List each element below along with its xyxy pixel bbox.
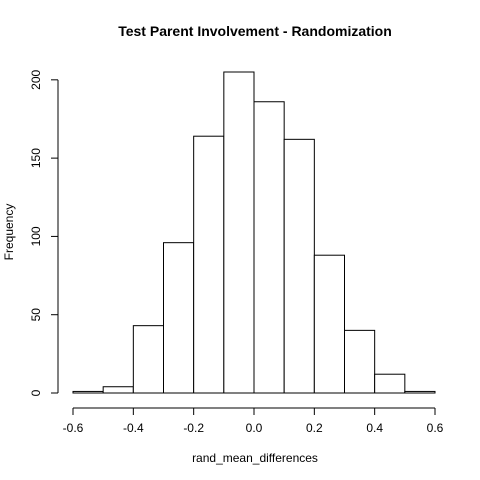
y-tick-label: 150	[29, 148, 43, 168]
histogram-bars	[72, 71, 436, 394]
histogram-bar	[283, 138, 315, 394]
x-tick-label: 0.0	[246, 421, 263, 435]
histogram-bar	[313, 254, 346, 394]
y-tick-label: 200	[29, 69, 43, 89]
histogram-bar	[223, 71, 255, 394]
histogram-bar	[404, 390, 436, 394]
histogram-bar	[132, 325, 164, 394]
y-tick-label: 100	[29, 226, 43, 246]
y-tick-label: 0	[29, 389, 43, 396]
x-tick-label: 0.4	[366, 421, 383, 435]
x-tick-label: -0.4	[123, 421, 144, 435]
histogram-bar	[72, 390, 104, 394]
histogram-bar	[163, 242, 195, 394]
x-axis: -0.6 -0.4 -0.2 0.0 0.2 0.4 0.6	[63, 407, 444, 435]
histogram-bar	[193, 135, 225, 394]
histogram-bar	[374, 373, 406, 394]
x-axis-label: rand_mean_differences	[192, 451, 318, 465]
chart-title: Test Parent Involvement - Randomization	[118, 23, 392, 39]
histogram-bar	[253, 101, 285, 394]
x-tick-label: -0.6	[63, 421, 84, 435]
histogram-bar	[102, 386, 134, 394]
x-tick-label: -0.2	[183, 421, 204, 435]
histogram-bar	[344, 329, 376, 394]
x-tick-label: 0.2	[306, 421, 323, 435]
x-tick-label: 0.6	[427, 421, 444, 435]
y-axis-label: Frequency	[2, 204, 16, 261]
y-tick-label: 50	[29, 308, 43, 322]
y-axis: 0 50 100 150 200	[29, 69, 59, 396]
